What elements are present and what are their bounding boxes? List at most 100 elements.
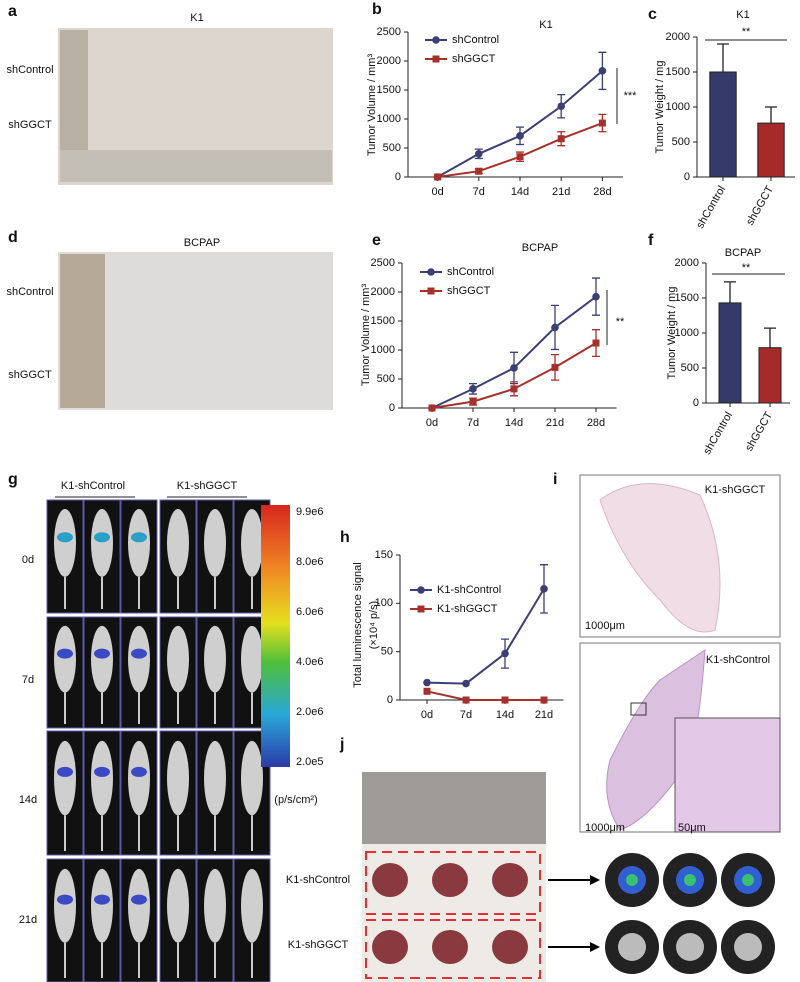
- row-label: shGGCT: [8, 369, 52, 381]
- marker: [510, 364, 518, 372]
- y-tick-label: 50: [381, 646, 393, 658]
- legend-marker: [427, 287, 435, 295]
- scale-bar: 1000μm: [585, 620, 625, 632]
- group-label: K1-shGGCT: [177, 480, 238, 492]
- scale-bar: 50μm: [678, 822, 706, 834]
- panel-label: h: [340, 529, 350, 546]
- lung: [492, 930, 528, 964]
- significance: ***: [624, 90, 638, 102]
- signal: [94, 766, 110, 777]
- x-tick-label: shGGCT: [743, 410, 775, 454]
- bioluminescence-core: [618, 933, 646, 961]
- marker: [501, 696, 509, 704]
- y-tick-label: 0: [395, 171, 401, 183]
- bar: [758, 347, 782, 404]
- significance: **: [616, 316, 625, 328]
- error-bar: [717, 43, 729, 72]
- y-tick-label: 2000: [666, 31, 690, 43]
- mouse-images: [46, 499, 271, 982]
- panel-label: e: [372, 232, 381, 249]
- marker: [428, 404, 436, 412]
- y-axis-label: Tumor Weight / mg: [666, 287, 678, 380]
- panel-label: b: [372, 1, 382, 18]
- bioluminescence-hot: [742, 874, 754, 886]
- x-tick-label: 0d: [426, 417, 438, 429]
- ruler: [362, 772, 546, 844]
- error-bar: [765, 106, 777, 124]
- marker: [592, 339, 600, 347]
- legend-label: shGGCT: [452, 53, 496, 65]
- bioluminescence-hot: [626, 874, 638, 886]
- y-tick-label: 500: [383, 142, 401, 154]
- x-tick-label: shControl: [694, 184, 728, 231]
- colorbar-tick: 9.9e6: [296, 506, 324, 518]
- y-tick-label: 2000: [371, 286, 395, 298]
- legend-marker: [417, 586, 425, 594]
- marker: [551, 363, 559, 371]
- y-axis-label: Tumor Weight / mg: [654, 61, 666, 154]
- legend-marker: [432, 36, 440, 44]
- marker: [516, 153, 524, 161]
- signal: [57, 766, 73, 777]
- y-tick-label: 1500: [666, 66, 690, 78]
- mouse: [91, 625, 113, 693]
- bar: [757, 122, 785, 178]
- panel-label: j: [339, 736, 344, 753]
- significance: **: [742, 262, 751, 274]
- arrow-head: [590, 875, 600, 885]
- marker: [469, 398, 477, 406]
- legend-label: shGGCT: [447, 285, 491, 297]
- bioluminescence-core: [676, 933, 704, 961]
- mouse: [241, 509, 263, 577]
- marker: [475, 150, 483, 158]
- bioluminescence-hot: [684, 874, 696, 886]
- mouse: [128, 625, 150, 693]
- panel-label: d: [8, 229, 18, 246]
- y-axis-label: (×10⁴ p/s): [368, 601, 380, 649]
- y-tick-label: 1000: [371, 344, 395, 356]
- mouse: [128, 740, 150, 816]
- day-label: 0d: [22, 554, 34, 566]
- colorbar-tick: 4.0e6: [296, 656, 324, 668]
- signal: [131, 532, 147, 543]
- mouse: [167, 868, 189, 943]
- day-label: 21d: [19, 914, 37, 926]
- panel-title: BCPAP: [184, 237, 220, 249]
- y-tick-label: 2500: [371, 257, 395, 269]
- inset: [674, 717, 781, 833]
- panel-label: f: [648, 232, 654, 249]
- y-tick-label: 1000: [377, 113, 401, 125]
- y-tick-label: 500: [377, 373, 395, 385]
- bar: [718, 302, 742, 404]
- marker: [469, 385, 477, 393]
- bioluminescence-core: [734, 933, 762, 961]
- lung: [372, 863, 408, 897]
- series-line: [426, 690, 544, 701]
- mouse: [241, 740, 263, 816]
- y-tick-label: 500: [681, 362, 699, 374]
- y-axis-label: Tumor Volume / mm³: [360, 284, 372, 387]
- mouse: [204, 509, 226, 577]
- lung: [432, 930, 468, 964]
- row-label: shGGCT: [8, 119, 52, 131]
- inset-box: [630, 702, 647, 716]
- panel-label: c: [648, 6, 657, 23]
- colorbar-ticks: 9.9e6 8.0e6 6.0e6 4.0e6 2.0e6 2.0e5: [296, 506, 324, 768]
- signal: [94, 532, 110, 543]
- legend-marker: [417, 605, 425, 613]
- marker: [598, 67, 607, 75]
- day-label: 7d: [22, 674, 34, 686]
- scale-bar: 1000μm: [585, 822, 625, 834]
- mouse: [54, 868, 76, 943]
- arrow-head: [590, 942, 600, 952]
- marker: [462, 679, 470, 688]
- mouse: [128, 868, 150, 943]
- series-line: [426, 588, 545, 685]
- y-tick-label: 2000: [675, 257, 699, 269]
- marker: [434, 173, 442, 181]
- marker: [516, 132, 524, 140]
- mouse: [54, 740, 76, 816]
- legend-label: K1-shControl: [437, 584, 501, 596]
- mouse: [204, 625, 226, 693]
